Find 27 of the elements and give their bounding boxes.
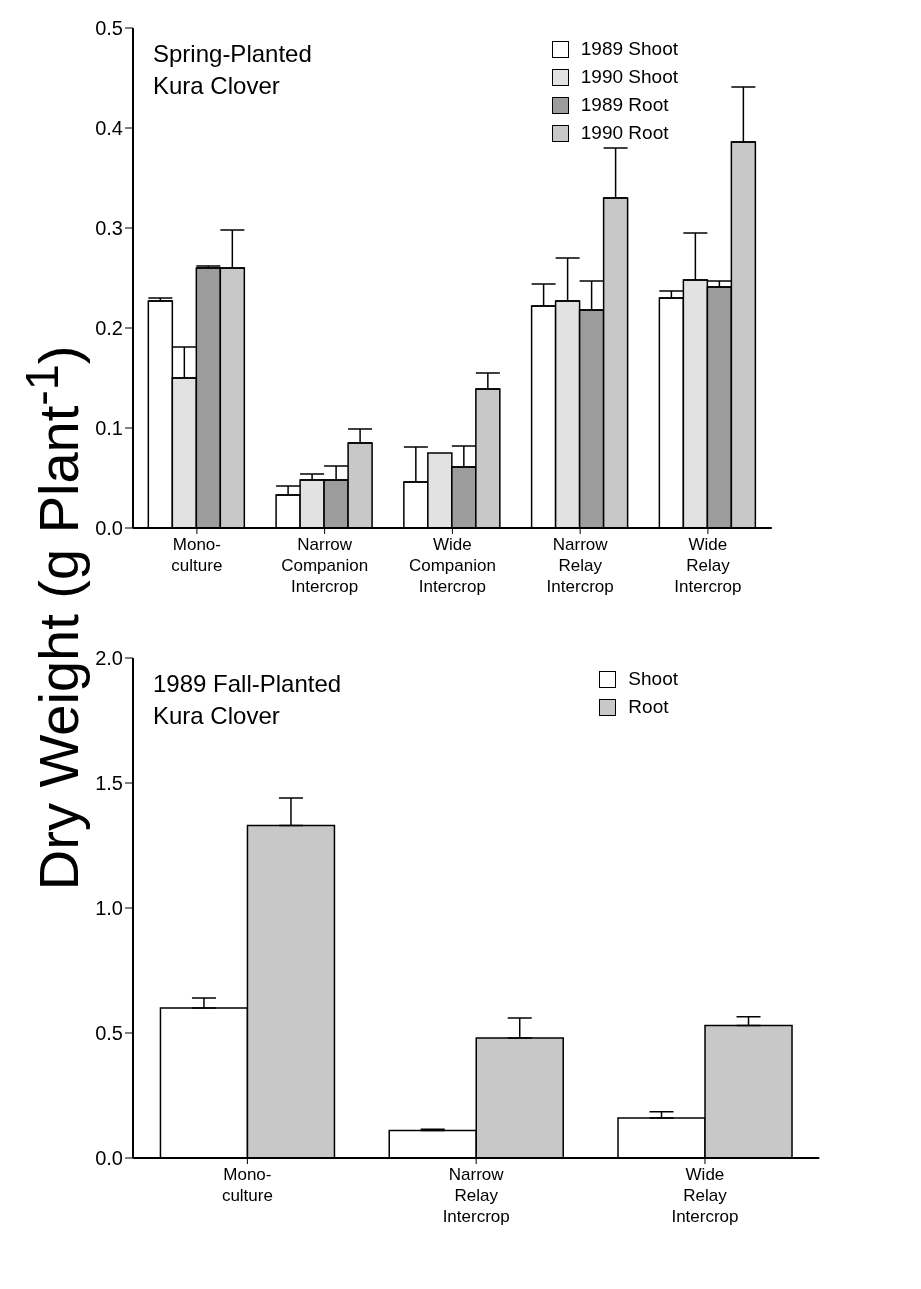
legend-label: Root <box>628 696 669 718</box>
text: Spring-Planted Kura Clover <box>153 39 312 101</box>
legend-label: 1989 Shoot <box>580 38 678 60</box>
legend-label: 1990 Shoot <box>580 66 678 88</box>
x-tick-label: Wide Companion Intercrop <box>408 535 496 596</box>
x-tick-label: Wide Relay Intercrop <box>674 535 742 596</box>
y-tick-label: 0.3 <box>95 217 123 240</box>
x-tick-label: Narrow Relay Intercrop <box>442 1165 510 1226</box>
y-tick-label: 0.5 <box>95 17 123 40</box>
legend-label: 1990 Root <box>580 122 669 144</box>
y-tick-label: 0.1 <box>95 417 123 440</box>
y-tick-label: 0.4 <box>95 117 123 140</box>
text: 1989 Fall-Planted Kura Clover <box>153 669 342 731</box>
y-tick-label: 0.0 <box>95 517 123 540</box>
y-tick-label: 1.0 <box>95 897 123 920</box>
y-tick-label: 1.5 <box>95 772 123 795</box>
x-tick-label: Wide Relay Intercrop <box>671 1165 739 1226</box>
x-tick-label: Mono- culture <box>171 535 223 575</box>
legend-label: Shoot <box>628 668 678 690</box>
legend-label: 1989 Root <box>580 94 669 116</box>
x-tick-label: Mono- culture <box>221 1165 273 1205</box>
y-tick-label: 2.0 <box>95 647 123 670</box>
x-tick-label: Narrow Relay Intercrop <box>546 535 614 596</box>
y-tick-label: 0.2 <box>95 317 123 340</box>
x-tick-label: Narrow Companion Intercrop <box>281 535 369 596</box>
y-tick-label: 0.0 <box>95 1147 123 1170</box>
y-tick-label: 0.5 <box>95 1022 123 1045</box>
